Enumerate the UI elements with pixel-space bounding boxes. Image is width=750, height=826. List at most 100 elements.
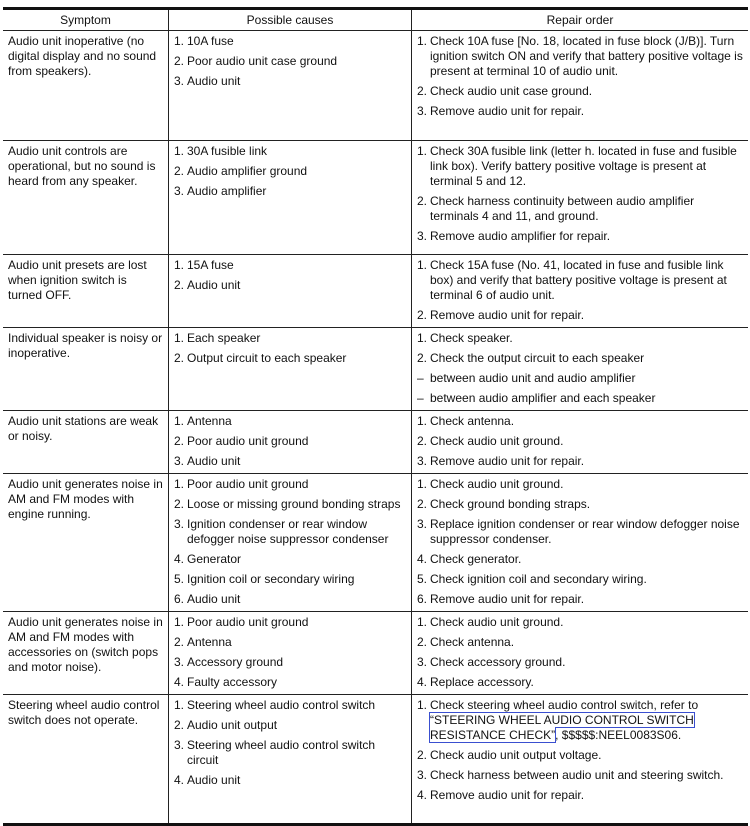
item-marker: 2. (174, 497, 185, 511)
list-item: 4. Replace accessory. (417, 675, 743, 690)
item-marker: – (417, 371, 424, 385)
list-item: 1. Check speaker. (417, 331, 743, 346)
item-text: Remove audio unit for repair. (430, 104, 743, 119)
list-item: 1. Check audio unit ground. (417, 477, 743, 492)
symptom-cell: Audio unit inoperative (no digital displ… (3, 30, 169, 141)
reference-link[interactable]: “STEERING WHEEL AUDIO CONTROL SWITCH RES… (429, 712, 695, 743)
table-row: Audio unit generates noise in AM and FM … (3, 473, 748, 612)
item-marker: 1. (417, 414, 428, 428)
list-item: 3. Ignition condenser or rear window defo… (174, 517, 406, 547)
causes-cell: 1. 10A fuse 2. Poor audio unit case ground 3… (168, 30, 412, 141)
item-text-main: Loose or missing ground bonding straps (187, 497, 401, 511)
item-text: Check audio unit ground. (430, 434, 743, 449)
header-row: Symptom Possible causes Repair order (3, 8, 748, 31)
item-text: Poor audio unit ground (187, 434, 406, 449)
list-item: 4. Faulty accessory (174, 675, 406, 690)
item-text-main: Audio unit (187, 592, 241, 606)
item-text-main: Remove audio unit for repair. (430, 454, 585, 468)
item-marker: 3. (417, 655, 428, 669)
item-text: Check ignition coil and secondary wiring… (430, 572, 743, 587)
table-row: Steering wheel audio control switch does… (3, 694, 748, 825)
item-marker: 2. (417, 351, 428, 365)
list-item: 1. 30A fusible link (174, 144, 406, 159)
item-marker: 1. (417, 615, 428, 629)
item-text-main: Poor audio unit ground (187, 615, 309, 629)
item-text: Check 30A fusible link (letter h. locate… (430, 144, 743, 189)
list-item: 1. Check 30A fusible link (letter h. loca… (417, 144, 743, 189)
list-item: 2. Check audio unit ground. (417, 434, 743, 449)
list-item: 3. Remove audio amplifier for repair. (417, 229, 743, 244)
repair-cell: 1. Check antenna. 2. Check audio unit groun… (411, 410, 748, 474)
item-text: Remove audio unit for repair. (430, 308, 743, 323)
repair-cell: 1. Check 15A fuse (No. 41, located in fus… (411, 254, 748, 328)
item-text-main: 30A fusible link (187, 144, 268, 158)
item-text-after: , $$$$$:NEEL0083S06. (555, 728, 682, 742)
item-text-main: Steering wheel audio control switch circ… (187, 738, 376, 767)
table-row: Individual speaker is noisy or inoperati… (3, 327, 748, 411)
item-marker: 2. (174, 434, 185, 448)
symptom-cell: Audio unit presets are lost when ignitio… (3, 254, 169, 328)
list-item: 1. 10A fuse (174, 34, 406, 49)
item-text-main: Audio unit output (187, 718, 278, 732)
header-repair-order: Repair order (411, 8, 748, 31)
list-item: 1. Check 10A fuse [No. 18, located in fus… (417, 34, 743, 79)
list-item: 3. Check accessory ground. (417, 655, 743, 670)
list-item: – between audio amplifier and each speake… (417, 391, 743, 406)
item-text: 10A fuse (187, 34, 406, 49)
causes-cell: 1. Poor audio unit ground 2. Loose or missi… (168, 473, 412, 612)
repair-cell: 1. Check 30A fusible link (letter h. loca… (411, 140, 748, 255)
table-row: Audio unit inoperative (no digital displ… (3, 30, 748, 141)
item-text-main: Each speaker (187, 331, 261, 345)
item-marker: 1. (417, 34, 428, 48)
item-text: Loose or missing ground bonding straps (187, 497, 406, 512)
item-text-main: Check antenna. (430, 414, 515, 428)
item-text-main: Accessory ground (187, 655, 284, 669)
item-marker: 2. (417, 748, 428, 762)
item-marker: 4. (174, 675, 185, 689)
item-text-main: Ignition coil or secondary wiring (187, 572, 355, 586)
item-text: Check ground bonding straps. (430, 497, 743, 512)
item-text: Audio amplifier ground (187, 164, 406, 179)
item-text-main: Replace accessory. (430, 675, 534, 689)
item-text: Generator (187, 552, 406, 567)
item-marker: 4. (417, 675, 428, 689)
list-item: 2. Check audio unit output voltage. (417, 748, 743, 763)
item-text-main: Check audio unit ground. (430, 615, 564, 629)
list-item: 4. Remove audio unit for repair. (417, 788, 743, 803)
item-marker: 1. (174, 477, 185, 491)
item-text-main: Remove audio unit for repair. (430, 592, 585, 606)
item-text-main: Check the output circuit to each speaker (430, 351, 645, 365)
item-marker: 3. (174, 655, 185, 669)
item-marker: 1. (174, 615, 185, 629)
list-item: 3. Remove audio unit for repair. (417, 104, 743, 119)
item-marker: 2. (174, 718, 185, 732)
item-text: Check the output circuit to each speaker (430, 351, 743, 366)
item-text: between audio amplifier and each speaker (430, 391, 743, 406)
item-marker: 4. (417, 552, 428, 566)
causes-cell: 1. Steering wheel audio control switch 2. A… (168, 694, 412, 825)
item-text-main: Check ground bonding straps. (430, 497, 591, 511)
list-item: 1. Poor audio unit ground (174, 615, 406, 630)
item-text-main: Check speaker. (430, 331, 513, 345)
list-item: 3. Audio unit (174, 454, 406, 469)
item-marker: 2. (174, 351, 185, 365)
list-item: 6. Audio unit (174, 592, 406, 607)
item-text: Check 15A fuse (No. 41, located in fuse … (430, 258, 743, 303)
item-text: Antenna (187, 414, 406, 429)
table-row: Audio unit presets are lost when ignitio… (3, 254, 748, 328)
causes-cell: 1. 15A fuse 2. Audio unit (168, 254, 412, 328)
list-item: 2. Check ground bonding straps. (417, 497, 743, 512)
item-text-main: Antenna (187, 414, 232, 428)
item-text: Output circuit to each speaker (187, 351, 406, 366)
item-marker: 2. (417, 308, 428, 322)
item-marker: 5. (417, 572, 428, 586)
symptom-cell: Audio unit controls are operational, but… (3, 140, 169, 255)
item-marker: 2. (417, 434, 428, 448)
item-text-main: Check harness continuity between audio a… (430, 194, 695, 223)
item-text: Ignition condenser or rear window defogg… (187, 517, 406, 547)
item-text-main: Remove audio unit for repair. (430, 308, 585, 322)
symptom-table: Symptom Possible causes Repair order Aud… (3, 7, 748, 826)
repair-cell: 1. Check speaker. 2. Check the output circu… (411, 327, 748, 411)
item-text: Check antenna. (430, 414, 743, 429)
item-text-main: Check 30A fusible link (letter h. locate… (430, 144, 737, 188)
